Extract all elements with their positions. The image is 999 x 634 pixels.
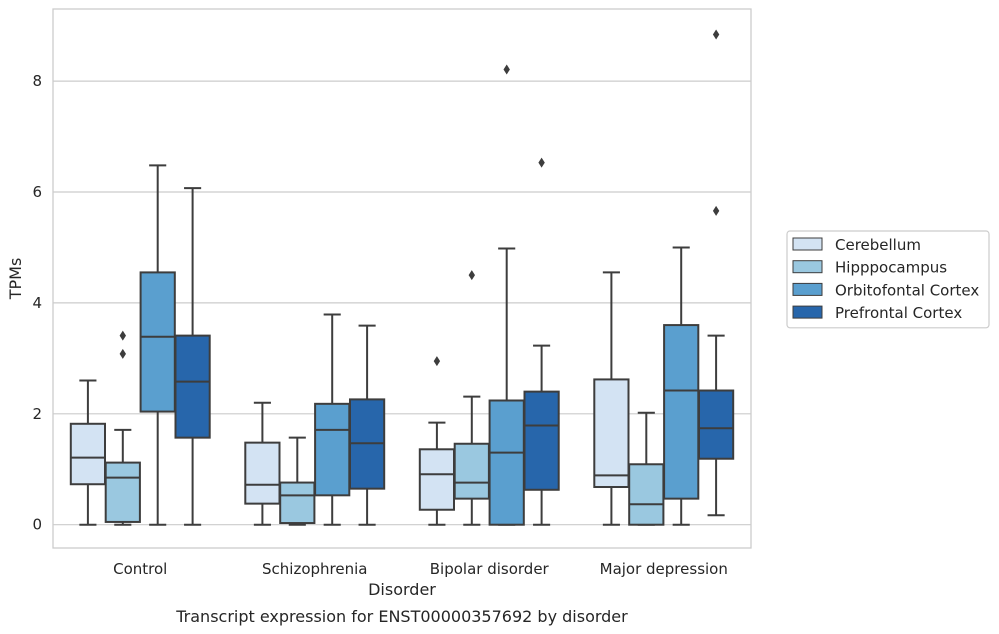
box-body <box>628 463 665 526</box>
x-tick-label: Schizophrenia <box>262 560 367 578</box>
box-orbitofontal-cortex-1 <box>314 313 351 526</box>
box-hipppocampus-2 <box>453 270 490 526</box>
y-tick-labels: 0 2 4 6 8 <box>32 72 42 534</box>
x-tick-labels: Control Schizophrenia Bipolar disorder Majo… <box>113 560 728 578</box>
box-body <box>139 271 176 413</box>
legend-box <box>786 230 990 329</box>
x-tick-label: Control <box>113 560 167 578</box>
box-hipppocampus-3 <box>628 411 665 526</box>
chart-caption: Transcript expression for ENST0000035769… <box>175 607 628 626</box>
box-body <box>279 481 316 525</box>
box-orbitofontal-cortex-2 <box>488 64 525 526</box>
legend-swatch <box>792 305 823 319</box>
outlier-point <box>712 29 720 40</box>
outlier-point <box>119 348 126 359</box>
box-body <box>104 461 141 523</box>
box-plots <box>69 29 735 526</box>
box-hipppocampus-1 <box>279 436 316 526</box>
y-tick-label: 0 <box>32 516 42 534</box>
legend-swatch <box>792 282 823 296</box>
box-prefrontal-cortex-0 <box>174 187 211 526</box>
box-body <box>69 422 107 486</box>
outlier-point <box>433 356 441 367</box>
x-axis-label: Disorder <box>368 580 436 599</box>
box-hipppocampus-0 <box>104 330 141 526</box>
box-body <box>523 390 560 491</box>
box-orbitofontal-cortex-0 <box>139 164 176 526</box>
outlier-point <box>503 64 510 75</box>
box-cerebellum-2 <box>418 356 456 526</box>
outlier-point <box>119 330 126 341</box>
legend-label: Prefrontal Cortex <box>835 304 962 322</box>
box-body <box>453 442 490 500</box>
y-axis-label: TPMs <box>6 258 25 301</box>
plot-area <box>52 8 752 549</box>
box-body <box>663 324 700 500</box>
box-cerebellum-1 <box>244 401 281 526</box>
box-body <box>418 448 456 511</box>
box-orbitofontal-cortex-3 <box>663 246 700 526</box>
box-cerebellum-3 <box>593 271 630 526</box>
legend-label: Cerebellum <box>835 236 921 254</box>
legend-label: Orbitofontal Cortex <box>835 281 979 299</box>
box-body <box>314 402 351 497</box>
outlier-point <box>468 270 475 281</box>
box-body <box>593 378 630 489</box>
legend-label: Hipppocampus <box>835 259 947 277</box>
x-tick-label: Bipolar disorder <box>430 560 550 578</box>
x-tick-label: Major depression <box>600 560 728 578</box>
box-cerebellum-0 <box>69 379 107 526</box>
legend-swatch <box>792 237 823 251</box>
legend-swatch <box>792 260 823 274</box>
y-tick-label: 6 <box>32 183 42 201</box>
box-prefrontal-cortex-1 <box>348 324 386 526</box>
box-prefrontal-cortex-3 <box>697 29 735 517</box>
box-body <box>488 399 525 526</box>
y-tick-label: 4 <box>32 294 42 312</box>
box-body <box>697 389 735 460</box>
box-body <box>244 441 281 505</box>
box-body <box>174 334 211 439</box>
box-prefrontal-cortex-2 <box>523 157 560 526</box>
outlier-point <box>712 205 720 216</box>
y-tick-label: 8 <box>32 72 42 90</box>
legend: Cerebellum Hipppocampus Orbitofontal Corte… <box>786 230 990 329</box>
outlier-point <box>538 157 545 168</box>
y-tick-label: 2 <box>32 405 42 423</box>
